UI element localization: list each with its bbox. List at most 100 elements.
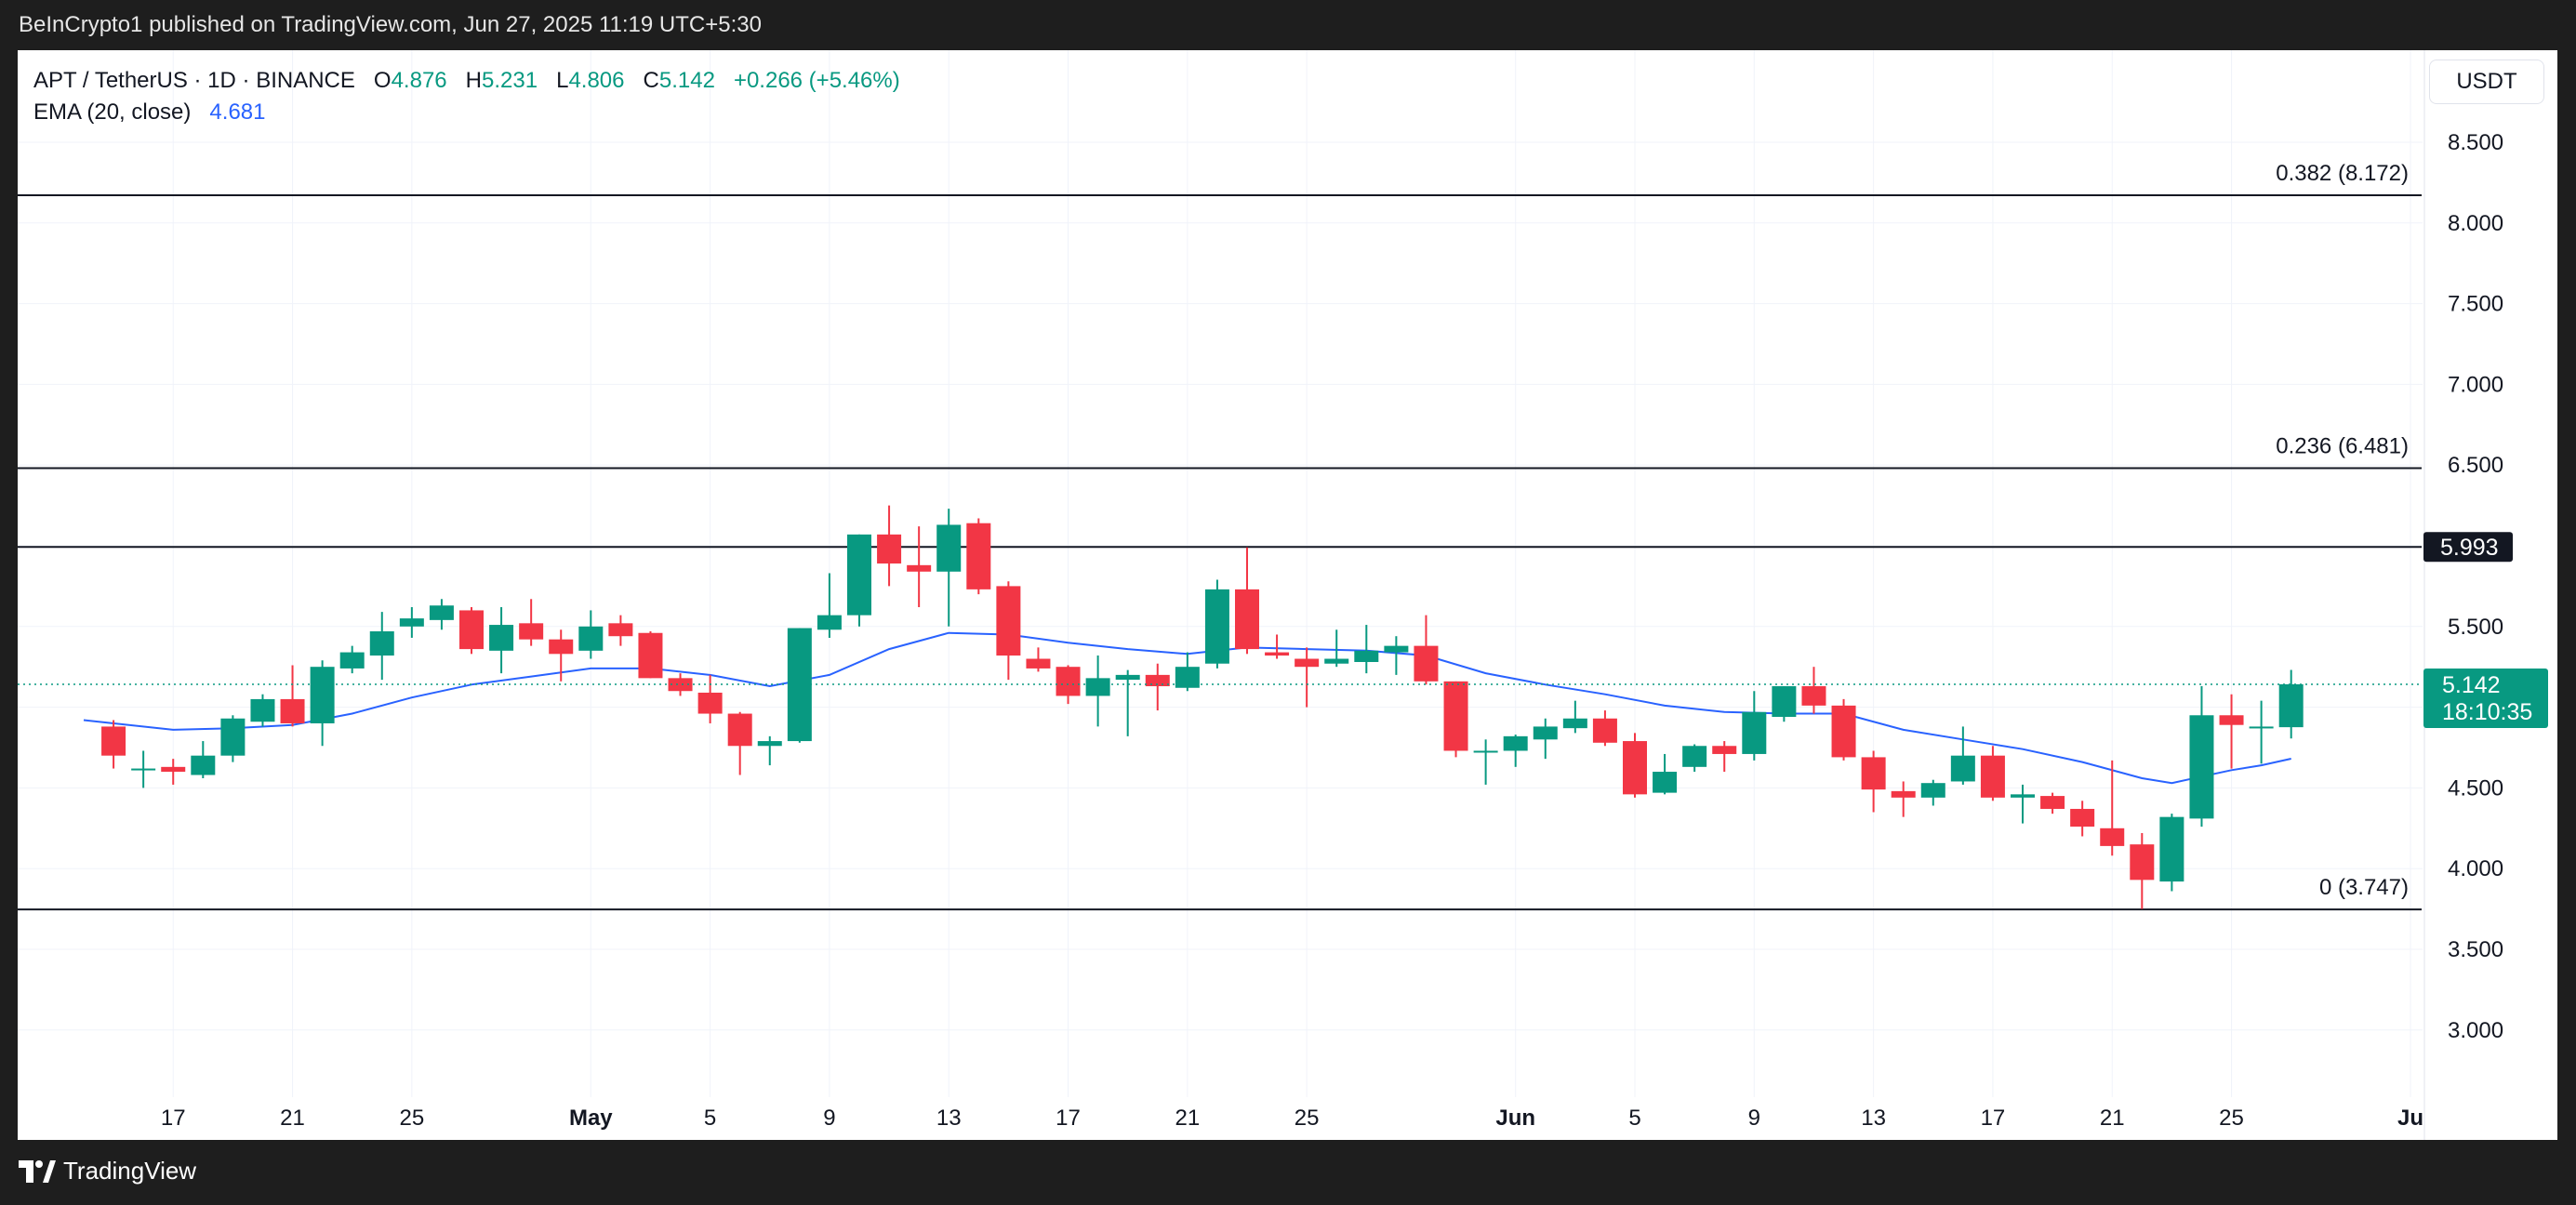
bullish-candle[interactable] xyxy=(1742,691,1767,761)
bearish-candle[interactable] xyxy=(1295,647,1320,708)
bullish-candle[interactable] xyxy=(429,599,454,630)
price-tick-label: 4.500 xyxy=(2448,775,2503,801)
bullish-candle[interactable] xyxy=(250,694,275,727)
bullish-candle[interactable] xyxy=(1473,739,1498,785)
symbol-info[interactable]: APT / TetherUS · 1D · BINANCE xyxy=(33,68,355,93)
bearish-candle[interactable] xyxy=(996,581,1021,681)
bearish-candle[interactable] xyxy=(101,720,126,769)
bullish-candle[interactable] xyxy=(2249,700,2274,764)
bullish-candle[interactable] xyxy=(1562,700,1587,734)
bullish-candle[interactable] xyxy=(2189,686,2214,828)
bullish-candle[interactable] xyxy=(2278,669,2304,739)
ema-label[interactable]: EMA (20, close) xyxy=(33,99,192,125)
bullish-candle[interactable] xyxy=(936,509,962,627)
bullish-candle[interactable] xyxy=(220,715,246,762)
bullish-candle[interactable] xyxy=(1503,735,1528,767)
price-tick-label: 4.000 xyxy=(2448,856,2503,881)
bearish-candle[interactable] xyxy=(2130,833,2155,909)
candle-body xyxy=(1204,589,1229,664)
bullish-candle[interactable] xyxy=(1204,579,1229,669)
bearish-candle[interactable] xyxy=(1414,615,1439,685)
bearish-candle[interactable] xyxy=(907,526,932,607)
bullish-candle[interactable] xyxy=(1384,636,1409,675)
bullish-candle[interactable] xyxy=(399,606,424,638)
bullish-candle[interactable] xyxy=(1115,669,1140,736)
bullish-candle[interactable] xyxy=(310,660,335,747)
price-tick-label: 7.000 xyxy=(2448,372,2503,397)
bearish-candle[interactable] xyxy=(1026,647,1051,672)
bullish-candle[interactable] xyxy=(191,741,216,778)
bearish-candle[interactable] xyxy=(1623,733,1647,798)
date-tick-label: May xyxy=(569,1106,613,1131)
candle-body xyxy=(1562,718,1587,729)
bearish-candle[interactable] xyxy=(877,505,902,587)
bullish-candle[interactable] xyxy=(1950,726,1975,785)
bearish-candle[interactable] xyxy=(2070,801,2095,837)
bearish-candle[interactable] xyxy=(1861,750,1886,813)
bearish-candle[interactable] xyxy=(668,673,693,696)
bearish-candle[interactable] xyxy=(161,759,186,785)
bearish-candle[interactable] xyxy=(519,599,544,646)
bullish-candle[interactable] xyxy=(131,750,156,788)
bullish-candle[interactable] xyxy=(757,735,782,766)
bullish-candle[interactable] xyxy=(1653,753,1678,795)
candle-body xyxy=(131,768,156,771)
candle-body xyxy=(1801,686,1826,706)
bearish-candle[interactable] xyxy=(1592,710,1617,747)
bearish-candle[interactable] xyxy=(638,631,663,679)
bullish-candle[interactable] xyxy=(1682,744,1707,773)
bearish-candle[interactable] xyxy=(1801,667,1826,714)
bullish-candle[interactable] xyxy=(1354,625,1379,674)
open-value: 4.876 xyxy=(391,68,447,93)
candle-body xyxy=(966,523,991,589)
bullish-candle[interactable] xyxy=(2159,814,2184,892)
bullish-candle[interactable] xyxy=(787,628,812,743)
last-price-bg xyxy=(2423,668,2548,728)
candle-body xyxy=(1354,650,1379,662)
price-axis: 8.5008.0007.5007.0006.5006.0005.5005.000… xyxy=(2448,130,2503,1043)
candle-body xyxy=(1950,755,1975,782)
bearish-candle[interactable] xyxy=(1235,547,1259,655)
candle-body xyxy=(250,698,275,722)
bullish-candle[interactable] xyxy=(1772,686,1797,722)
level-label: 0.236 (6.481) xyxy=(2276,433,2409,458)
bullish-candle[interactable] xyxy=(1085,655,1110,727)
bullish-candle[interactable] xyxy=(1175,652,1200,692)
bearish-candle[interactable] xyxy=(2219,694,2244,769)
chart-panel[interactable] xyxy=(18,50,2557,1140)
date-tick-label: 9 xyxy=(823,1106,835,1131)
tradingview-logo[interactable]: TradingView xyxy=(19,1157,196,1185)
bearish-candle[interactable] xyxy=(1980,746,2005,801)
candle-body xyxy=(459,610,484,650)
bearish-candle[interactable] xyxy=(697,674,723,723)
bearish-candle[interactable] xyxy=(2100,760,2125,856)
bearish-candle[interactable] xyxy=(1831,698,1856,761)
bullish-candle[interactable] xyxy=(1533,718,1558,760)
currency-button[interactable]: USDT xyxy=(2429,60,2544,104)
bearish-candle[interactable] xyxy=(1145,663,1170,711)
date-tick-label: 25 xyxy=(1295,1106,1320,1131)
bullish-candle[interactable] xyxy=(817,573,842,638)
bullish-candle[interactable] xyxy=(2011,784,2035,824)
bullish-candle[interactable] xyxy=(369,612,394,681)
bullish-candle[interactable] xyxy=(339,645,365,674)
bearish-candle[interactable] xyxy=(1891,781,1916,817)
bearish-candle[interactable] xyxy=(1443,681,1468,758)
bearish-candle[interactable] xyxy=(2040,792,2065,814)
bearish-candle[interactable] xyxy=(280,665,305,727)
date-tick-label: 21 xyxy=(280,1106,305,1131)
bearish-candle[interactable] xyxy=(1712,741,1737,773)
bearish-candle[interactable] xyxy=(727,711,752,775)
bearish-candle[interactable] xyxy=(966,518,991,595)
bearish-candle[interactable] xyxy=(549,629,574,682)
bullish-candle[interactable] xyxy=(1324,629,1349,668)
bullish-candle[interactable] xyxy=(578,610,604,659)
bullish-candle[interactable] xyxy=(1920,779,1945,806)
bullish-candle[interactable] xyxy=(847,534,871,627)
bearish-candle[interactable] xyxy=(1265,634,1290,659)
bullish-candle[interactable] xyxy=(489,606,514,674)
bearish-candle[interactable] xyxy=(459,606,484,655)
bearish-candle[interactable] xyxy=(608,615,633,646)
